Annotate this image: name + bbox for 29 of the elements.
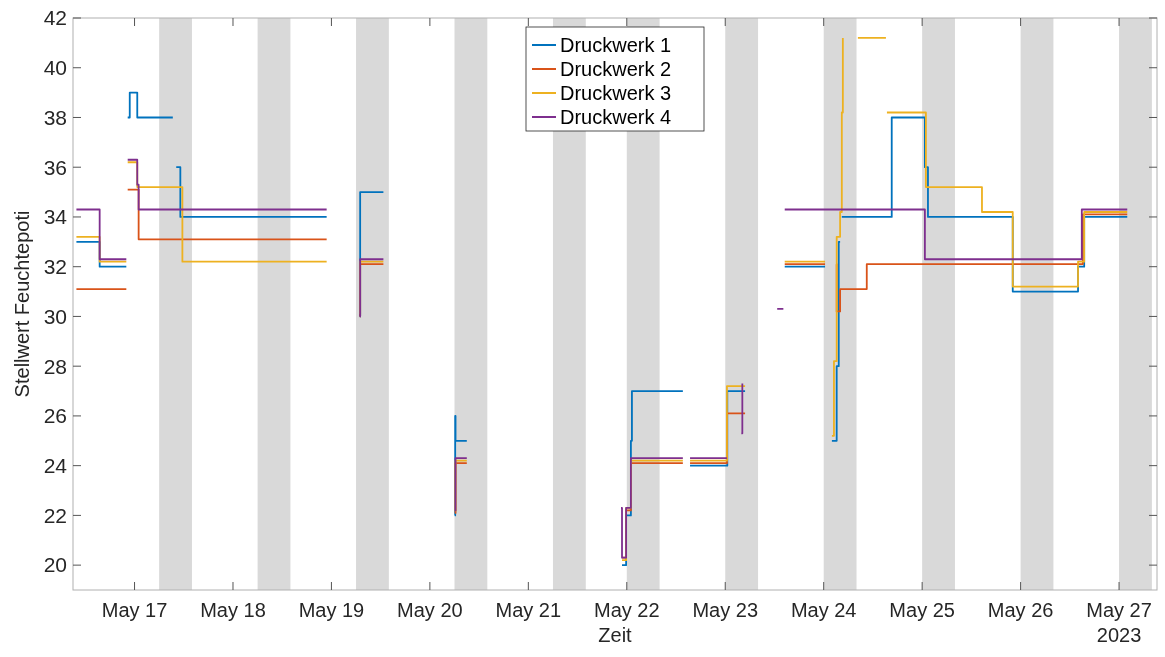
y-tick-label: 40 (43, 56, 67, 80)
x-tick-label: May 25 (889, 599, 955, 621)
x-axis-title: Zeit (598, 624, 633, 646)
y-tick-label: 34 (43, 205, 68, 229)
y-tick-label: 22 (43, 503, 67, 527)
y-tick-label: 20 (43, 553, 67, 577)
x-tick-label: May 17 (101, 599, 168, 621)
x-tick-label: May 20 (397, 599, 463, 621)
x-tick-label: May 24 (790, 599, 857, 621)
x-tick-label: May 27 2023 (1086, 599, 1152, 646)
y-tick-label: 28 (43, 354, 67, 378)
y-tick-label: 36 (43, 155, 67, 179)
y-tick-label: 26 (43, 404, 67, 428)
legend-label: Druckwerk 4 (560, 106, 672, 128)
y-tick-label: 24 (43, 454, 68, 477)
y-tick-label: 32 (43, 255, 67, 279)
y-tick-label: 30 (43, 304, 67, 328)
x-tick-label: May 26 (987, 599, 1054, 621)
legend-label: Druckwerk 3 (560, 82, 672, 104)
y-axis-title: Stellwert Feuchtepoti (11, 210, 33, 398)
x-tick-label: May 23 (692, 599, 759, 621)
x-tick-label: May 19 (298, 599, 365, 621)
y-tick-label: 38 (43, 105, 67, 129)
x-tick-label: May 21 (495, 599, 562, 621)
legend-label: Druckwerk 2 (560, 58, 672, 80)
y-tick-label: 42 (43, 6, 67, 30)
x-tick-label: May 18 (200, 599, 266, 621)
legend-label: Druckwerk 1 (560, 34, 672, 56)
x-tick-label: May 22 (594, 599, 660, 621)
